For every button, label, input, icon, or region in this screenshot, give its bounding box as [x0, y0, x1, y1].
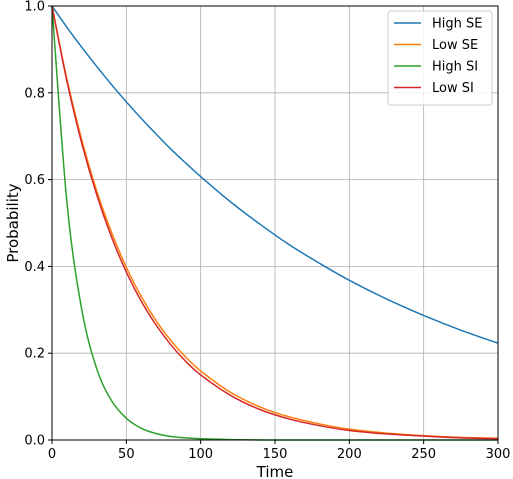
- legend-label: High SI: [432, 60, 478, 75]
- series-line-low-se: [51, 5, 499, 440]
- legend-box: [387, 10, 493, 106]
- y-tick-label: 0.2: [24, 347, 45, 362]
- legend-label: Low SE: [432, 38, 478, 53]
- x-tick-label: 150: [263, 447, 288, 462]
- series-line-low-si: [51, 5, 499, 440]
- y-tick-label: 0.8: [24, 86, 45, 101]
- legend-label: High SE: [432, 17, 482, 32]
- x-axis-title: Time: [256, 463, 294, 479]
- x-tick-label: 300: [486, 447, 511, 462]
- y-tick-label: 0.6: [24, 173, 45, 188]
- series-line-high-se: [51, 5, 499, 344]
- y-tick-label: 1.0: [24, 0, 45, 15]
- y-tick-label: 0.4: [24, 260, 45, 275]
- x-tick-label: 0: [48, 447, 56, 462]
- x-tick-label: 200: [337, 447, 362, 462]
- y-axis-title: Probability: [4, 183, 22, 262]
- axis-ticks: 0 50 100 150 200 250 300 0.0 0.2 0.4 0.6 0.8 1.0: [24, 0, 510, 462]
- x-tick-label: 100: [188, 447, 213, 462]
- x-tick-label: 50: [118, 447, 135, 462]
- legend: High SE Low SE High SI Low SI: [387, 10, 493, 106]
- x-tick-label: 250: [411, 447, 436, 462]
- y-tick-label: 0.0: [24, 434, 45, 449]
- series-lines: [51, 5, 499, 441]
- legend-label: Low SI: [432, 81, 474, 96]
